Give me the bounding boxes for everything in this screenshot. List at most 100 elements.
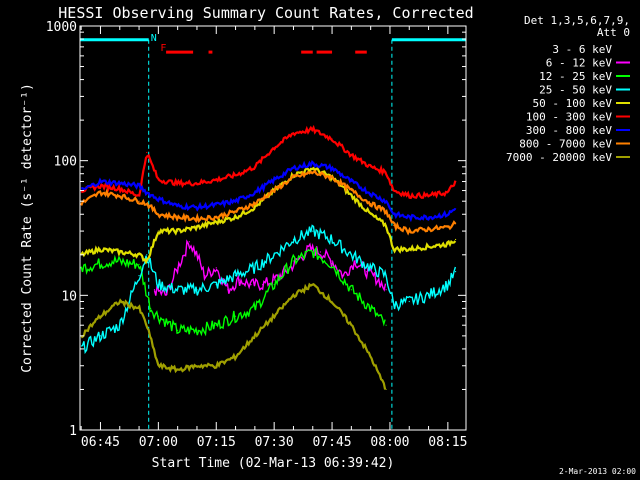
data-point (196, 218, 198, 220)
data-point (215, 267, 217, 269)
data-point (354, 315, 356, 317)
series-layer (80, 124, 457, 430)
data-point (312, 171, 314, 173)
legend-header: Det 1,3,5,6,7,9, (524, 14, 630, 27)
data-point (119, 182, 121, 184)
data-point (146, 324, 148, 326)
data-point (150, 307, 152, 309)
status-flags: NF (80, 33, 466, 430)
data-point (447, 191, 449, 194)
data-point (238, 307, 241, 309)
data-point (138, 263, 140, 265)
legend-header: Att 0 (597, 26, 630, 39)
data-point (350, 154, 352, 156)
y-axis-label: Corrected Count Rate (s⁻¹ detector⁻¹) (20, 83, 35, 373)
data-point (454, 180, 457, 183)
data-point (427, 228, 430, 230)
data-point (250, 294, 252, 296)
data-point (138, 195, 140, 197)
data-point (350, 180, 352, 183)
data-point (215, 284, 217, 286)
legend-label: 25 - 50 keV (539, 84, 612, 97)
data-point (157, 213, 159, 215)
data-point (385, 289, 387, 291)
data-point (204, 275, 206, 277)
data-point (254, 166, 256, 168)
data-point (177, 267, 179, 269)
series-line-6 (80, 160, 457, 223)
x-axis-label: Start Time (02-Mar-13 06:39:42) (152, 456, 395, 471)
y-tick-label: 1000 (46, 20, 77, 35)
data-point (385, 324, 387, 326)
data-point (427, 246, 430, 248)
x-tick-label: 07:00 (139, 435, 178, 450)
data-point (234, 210, 237, 213)
data-point (427, 294, 430, 296)
data-point (157, 315, 159, 317)
data-point (254, 307, 256, 309)
marker-label: F (160, 43, 166, 54)
data-point (393, 213, 395, 215)
series-line-8 (80, 282, 387, 390)
data-point (177, 289, 179, 291)
data-point (157, 198, 159, 200)
data-point (234, 200, 237, 202)
data-point (215, 179, 217, 181)
data-point (219, 271, 221, 273)
data-point (454, 238, 457, 241)
data-point (99, 248, 102, 250)
legend-label: 50 - 100 keV (533, 97, 613, 110)
data-point (146, 254, 148, 256)
data-point (273, 279, 275, 281)
data-point (292, 167, 295, 169)
series-line-2 (80, 246, 386, 337)
data-point (150, 375, 152, 378)
data-point (177, 205, 179, 207)
legend-label: 800 - 7000 keV (519, 138, 612, 151)
data-point (111, 260, 113, 262)
data-point (254, 267, 256, 269)
data-point (319, 275, 322, 277)
data-point (80, 202, 82, 205)
data-point (215, 324, 217, 326)
data-point (250, 284, 252, 286)
data-point (331, 300, 333, 303)
data-point (177, 329, 179, 331)
data-point (285, 279, 287, 281)
data-point (447, 243, 449, 245)
data-point (146, 191, 148, 194)
y-tick-label: 1 (69, 424, 77, 439)
data-point (331, 294, 333, 296)
data-point (80, 267, 82, 269)
data-point (308, 260, 310, 262)
x-tick-label: 07:15 (197, 435, 236, 450)
data-point (370, 192, 372, 195)
data-point (273, 179, 275, 181)
data-point (196, 254, 198, 256)
data-point (447, 226, 449, 228)
data-point (196, 289, 198, 291)
data-point (350, 254, 352, 256)
data-point (343, 275, 345, 277)
data-point (215, 221, 217, 223)
data-point (385, 200, 387, 202)
data-point (354, 260, 356, 262)
legend-label: 300 - 800 keV (526, 124, 612, 137)
data-point (285, 271, 287, 273)
data-point (408, 300, 410, 303)
data-point (273, 254, 275, 256)
data-point (408, 216, 410, 218)
data-point (177, 182, 179, 184)
data-point (254, 335, 256, 337)
data-point (119, 251, 121, 253)
data-point (273, 189, 275, 192)
x-tick-label: 08:00 (370, 435, 409, 450)
data-point (366, 335, 368, 337)
data-point (196, 182, 198, 184)
x-tick-label: 08:15 (428, 435, 467, 450)
x-tick-label: 06:45 (81, 435, 120, 450)
data-point (119, 324, 121, 326)
date-stamp: 2-Mar-2013 02:00 (559, 467, 636, 476)
series-line-5 (80, 124, 457, 200)
